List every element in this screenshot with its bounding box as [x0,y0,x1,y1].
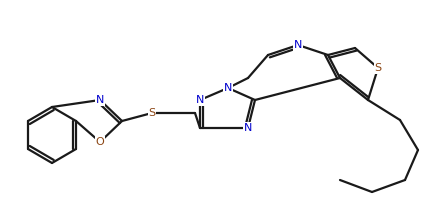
Text: S: S [374,63,381,73]
Text: O: O [95,137,104,147]
Text: N: N [196,95,204,105]
Text: N: N [244,123,252,133]
Text: N: N [224,83,232,93]
Text: N: N [96,95,104,105]
Text: S: S [148,108,156,118]
Text: N: N [294,40,302,50]
